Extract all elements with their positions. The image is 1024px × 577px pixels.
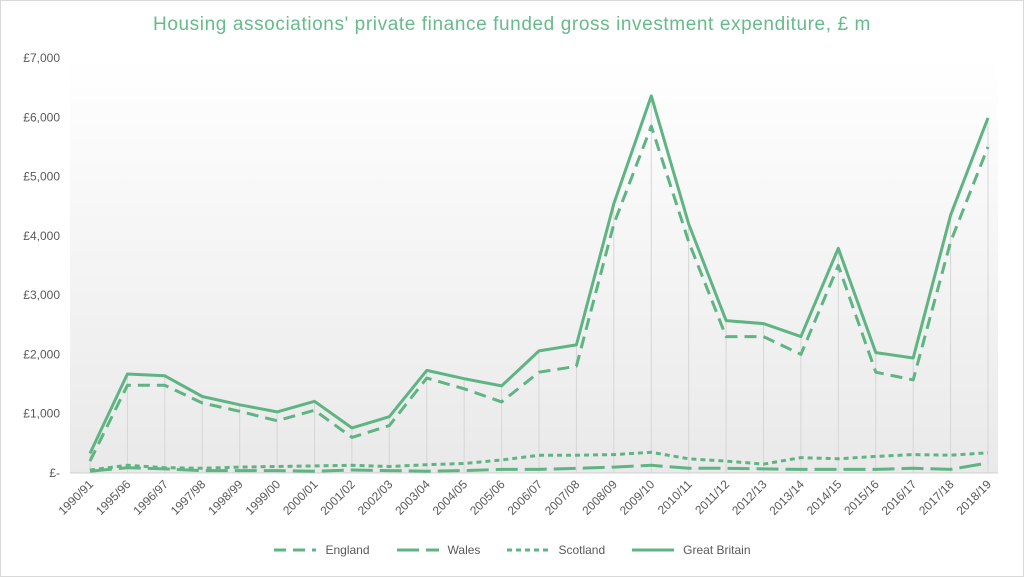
chart-title: Housing associations' private finance fu…	[153, 14, 871, 35]
x-tick-label: 1998/99	[205, 477, 246, 518]
x-tick-label: 2017/18	[916, 477, 957, 518]
series-line-great-britain	[88, 94, 990, 455]
series-line-wales	[89, 461, 989, 473]
x-tick-label: 1990/91	[56, 477, 97, 518]
legend: England Wales Scotland Great Britain	[0, 543, 1024, 557]
y-tick-label: £4,000	[23, 229, 60, 243]
legend-swatch	[396, 548, 439, 552]
x-tick-label: 2012/13	[729, 477, 770, 518]
x-tick-label: 2005/06	[467, 477, 508, 518]
x-tick-label: 2007/08	[542, 477, 583, 518]
y-tick-label: £5,000	[23, 170, 60, 184]
legend-item-great-britain: Great Britain	[631, 543, 751, 557]
x-tick-label: 2016/17	[879, 477, 920, 518]
y-tick-label: £7,000	[23, 51, 60, 65]
y-tick-label: £3,000	[23, 288, 60, 302]
legend-swatch	[632, 548, 675, 552]
x-tick-label: 2003/04	[392, 477, 433, 518]
x-tick-label: 2014/15	[804, 477, 845, 518]
x-tick-label: 2001/02	[317, 477, 358, 518]
x-tick-label: 1995/96	[93, 477, 134, 518]
x-tick-label: 2002/03	[355, 477, 396, 518]
legend-item-wales: Wales	[396, 543, 481, 557]
legend-swatch	[507, 548, 550, 552]
legend-swatch	[274, 548, 317, 552]
x-tick-label: 2010/11	[655, 477, 695, 517]
x-tick-label: 2011/12	[692, 477, 732, 517]
x-tick-label: 1996/97	[130, 477, 171, 518]
x-tick-label: 2013/14	[766, 477, 807, 518]
series-line-scotland	[89, 450, 989, 472]
y-tick-label: £-	[49, 466, 60, 480]
x-tick-label: 2018/19	[954, 477, 995, 518]
y-tick-label: £2,000	[23, 347, 60, 361]
x-tick-label: 2008/09	[579, 477, 620, 518]
legend-label: Great Britain	[683, 543, 751, 557]
x-tick-label: 2009/10	[617, 477, 658, 518]
y-tick-label: £1,000	[23, 407, 60, 421]
x-tick-label: 2000/01	[280, 477, 321, 518]
x-tick-label: 2006/07	[505, 477, 546, 518]
legend-item-england: England	[273, 543, 370, 557]
legend-label: England	[325, 543, 370, 557]
y-tick-label: £6,000	[23, 110, 60, 124]
x-tick-label: 1997/98	[168, 477, 209, 518]
legend-label: Scotland	[558, 543, 606, 557]
legend-item-scotland: Scotland	[506, 543, 605, 557]
x-tick-label: 1999/00	[243, 477, 284, 518]
x-tick-label: 2004/05	[430, 477, 471, 518]
series-line-england	[88, 124, 990, 462]
legend-label: Wales	[447, 543, 481, 557]
x-tick-label: 2015/16	[841, 477, 882, 518]
plot-background	[70, 58, 998, 473]
